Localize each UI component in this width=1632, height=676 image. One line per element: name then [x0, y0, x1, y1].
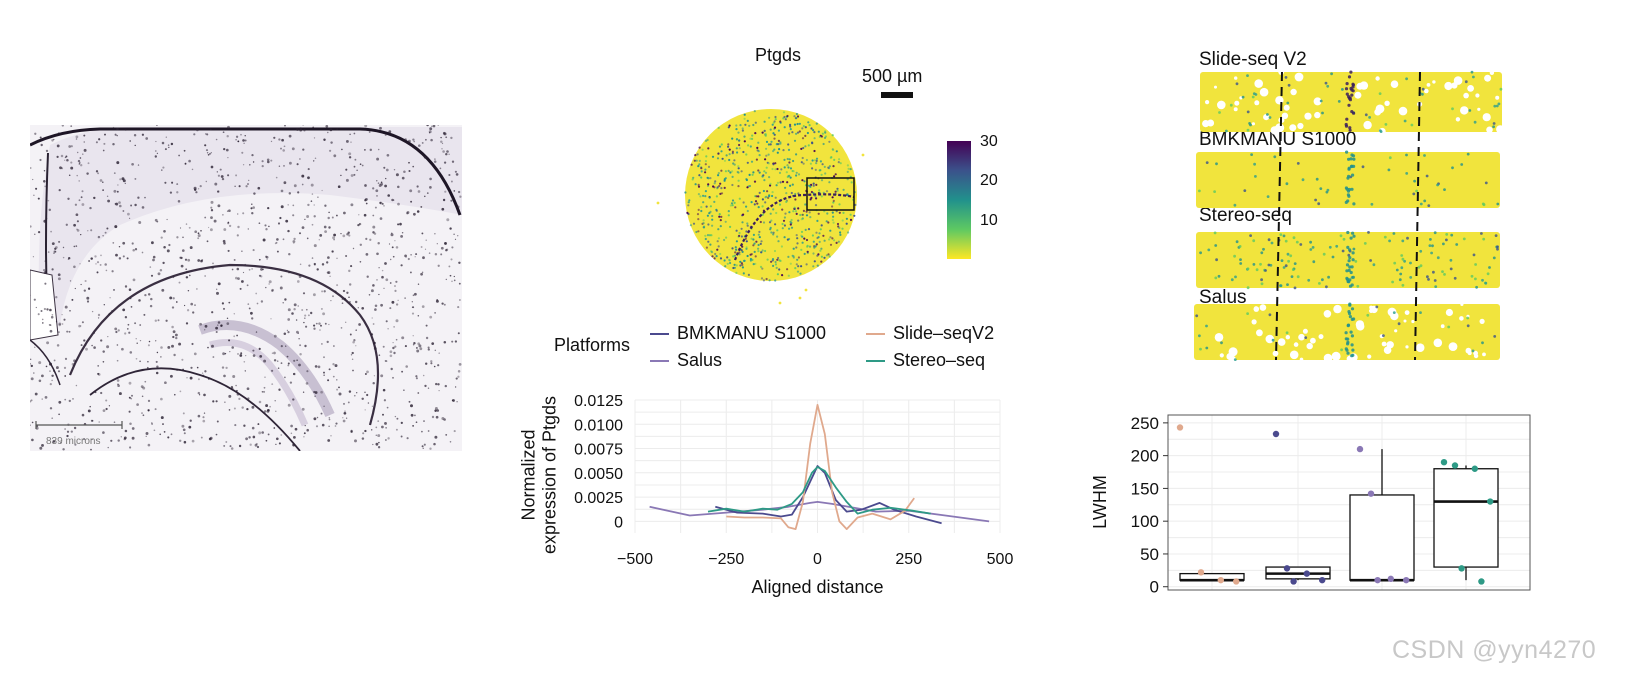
box-group-salus — [1349, 445, 1415, 584]
watermark: CSDN @yyn4270 — [1392, 636, 1597, 664]
strip-label-salus: Salus — [1199, 287, 1247, 308]
line-chart-ytick: 0.0025 — [574, 490, 623, 507]
box-plot-point — [1197, 569, 1205, 576]
box-plot-ytick: 200 — [1131, 447, 1159, 466]
box-plot-point — [1403, 576, 1410, 584]
line-chart-ytick: 0.0100 — [574, 417, 623, 434]
line-chart-ytick: 0 — [614, 514, 623, 531]
colorbar-gradient — [947, 141, 971, 259]
line-chart-xtick: 250 — [895, 551, 922, 568]
box-plot-point — [1471, 465, 1478, 472]
spatial-map-title: Ptgds — [755, 45, 802, 65]
box-plot-point — [1290, 578, 1297, 585]
box-plot-point — [1458, 565, 1465, 572]
legend-label-stereoseq: Stereo–seq — [893, 350, 986, 370]
strip-label-stereoseq: Stereo-seq — [1199, 205, 1292, 226]
histology-image — [29, 123, 462, 452]
box-plot-point — [1272, 430, 1280, 438]
spatial-expression-map — [656, 109, 865, 305]
legend-label-slideseq: Slide–seqV2 — [893, 323, 995, 343]
legend-swatch-stereoseq — [866, 360, 885, 362]
histology-cell-dots — [29, 123, 462, 451]
box-plot-ytick: 0 — [1150, 578, 1159, 597]
box-plot-point — [1176, 424, 1184, 431]
box-plot-point — [1478, 578, 1485, 585]
strip-label-bmkmanu: BMKMANU S1000 — [1199, 129, 1357, 150]
box-plot-point — [1303, 570, 1310, 577]
strip-label-slideseq: Slide-seq V2 — [1199, 49, 1307, 70]
line-chart-xlabel: Aligned distance — [751, 577, 883, 597]
box-group-slide-seqv2 — [1176, 424, 1245, 585]
line-series-bmkmanu-s1000 — [715, 465, 942, 525]
box-plot-point — [1233, 578, 1240, 585]
region-of-interest-box — [806, 177, 855, 211]
line-chart-ytick: 0.0125 — [574, 393, 623, 410]
box-plot-ylabel: LWHM — [1090, 475, 1110, 529]
box-plot-point — [1217, 576, 1224, 584]
line-chart-xtick: 500 — [987, 551, 1014, 568]
box-group-stereo-seq — [1433, 458, 1499, 585]
box-group-bmkmanu-s1000 — [1265, 430, 1331, 585]
spatial-expression-dots — [656, 110, 865, 305]
legend-label-bmkmanu: BMKMANU S1000 — [677, 323, 827, 343]
box-plot-point — [1451, 462, 1459, 469]
box-plot-point — [1374, 576, 1381, 584]
line-chart-ytick: 0.0075 — [574, 442, 623, 459]
legend-swatch-bmkmanu — [650, 333, 669, 335]
box-plot-frame — [1167, 414, 1531, 591]
line-chart-xtick: −500 — [617, 551, 653, 568]
histology-scale-label: 839 microns — [46, 436, 101, 447]
box-plot-ytick: 150 — [1131, 479, 1159, 498]
box-plot-point — [1356, 445, 1364, 453]
colorbar-tick-20: 20 — [980, 172, 998, 189]
box-plot-point — [1283, 565, 1291, 572]
box-plot-point — [1387, 575, 1394, 583]
legend-label-salus: Salus — [677, 350, 723, 370]
line-chart-xtick: −250 — [708, 551, 744, 568]
line-series-slide-seqv2 — [726, 404, 915, 530]
legend-swatch-slideseq — [866, 333, 885, 335]
colorbar-tick-10: 10 — [980, 212, 998, 229]
expression-line-chart: 0.0125 0.0100 0.0075 0.0050 0.0025 0 −500 −250 0… — [519, 393, 1014, 597]
box-plot-ytick: 50 — [1140, 545, 1159, 564]
line-chart-ylabel: Normalizedexpression of Ptgds — [519, 396, 560, 554]
expression-strips — [1194, 69, 1505, 363]
box-plot-ytick: 250 — [1131, 414, 1159, 433]
box-plot-point — [1487, 498, 1494, 505]
colorbar-tick-30: 30 — [980, 133, 998, 150]
colorbar — [947, 141, 971, 259]
legend-title: Platforms — [554, 335, 631, 355]
spatial-scale-bar-label: 500 µm — [862, 66, 923, 86]
box-plot-ytick: 100 — [1131, 512, 1159, 531]
line-chart-xtick: 0 — [813, 551, 822, 568]
box-plot-point — [1319, 576, 1326, 584]
spatial-scale-bar — [881, 92, 913, 98]
box-plot-point — [1367, 490, 1375, 497]
line-series-salus — [649, 501, 990, 523]
line-chart-ytick: 0.0050 — [574, 466, 623, 483]
line-series-stereo-seq — [707, 466, 931, 515]
box-plot-point — [1440, 458, 1448, 466]
legend-swatch-salus — [650, 360, 669, 362]
lwhm-box-plot: 250 200 150 100 50 0 LWHM — [1090, 414, 1531, 597]
histology-panel: 839 microns — [29, 123, 462, 452]
